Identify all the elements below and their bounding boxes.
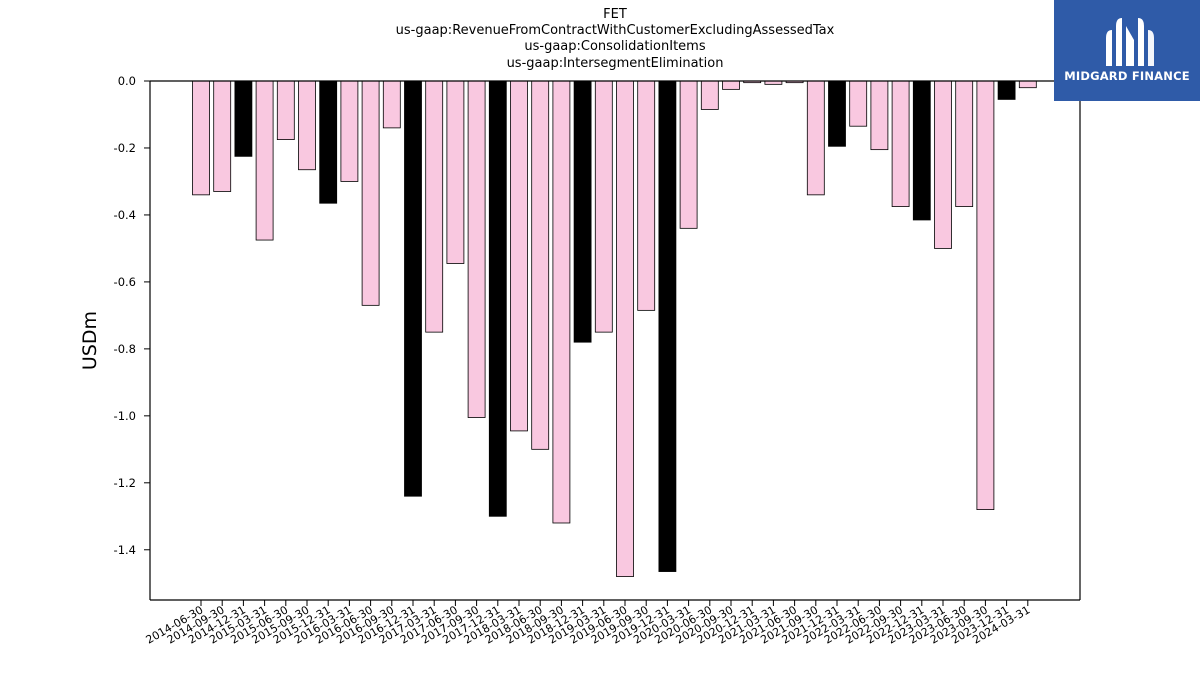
bar	[382, 80, 401, 129]
bar	[234, 80, 253, 157]
y-axis-label: USDm	[79, 311, 101, 370]
midgard-m-icon	[1106, 18, 1154, 66]
bar	[955, 80, 974, 207]
bar	[276, 80, 295, 140]
bar	[679, 80, 698, 229]
logo-text: MIDGARD FINANCE	[1064, 69, 1190, 83]
y-tick-label: -0.2	[114, 141, 136, 155]
bar	[255, 80, 274, 241]
bar	[467, 80, 486, 418]
y-tick-label: 0.0	[118, 74, 136, 88]
y-tick-label: -0.6	[114, 275, 136, 289]
bar	[404, 80, 422, 497]
bar	[213, 80, 232, 192]
bar	[912, 80, 931, 221]
bar	[976, 80, 995, 510]
bar	[828, 80, 846, 147]
bar	[891, 80, 910, 207]
y-tick-label: -1.4	[114, 543, 136, 557]
bar	[510, 80, 528, 432]
bar	[700, 80, 719, 110]
bar	[616, 80, 634, 577]
y-tick-label: -0.8	[114, 342, 136, 356]
bar	[319, 80, 338, 204]
bar	[722, 80, 740, 90]
bar	[806, 80, 825, 196]
bar	[446, 80, 465, 264]
chart-title-line: FET	[603, 7, 627, 22]
y-tick-label: -1.0	[114, 409, 136, 423]
chart-title-line: us-gaap:RevenueFromContractWithCustomerE…	[395, 23, 835, 38]
chart-title-line: us-gaap:ConsolidationItems	[524, 39, 706, 54]
bar	[934, 80, 952, 249]
bar	[594, 80, 613, 333]
bar	[298, 80, 316, 171]
y-tick-label: -1.2	[114, 476, 136, 490]
bar	[870, 80, 889, 151]
bar	[552, 80, 571, 524]
midgard-logo: MIDGARD FINANCE	[1054, 0, 1200, 101]
chart-title-line: us-gaap:IntersegmentElimination	[506, 56, 724, 71]
y-tick-label: -0.4	[114, 208, 136, 222]
bar	[1018, 80, 1037, 89]
bar	[361, 80, 380, 306]
bar	[192, 80, 210, 196]
bar	[658, 80, 677, 572]
bar	[997, 80, 1016, 100]
bar	[531, 80, 550, 450]
bar	[849, 80, 868, 127]
bar	[637, 80, 656, 311]
bar	[573, 80, 592, 343]
bar	[340, 80, 359, 182]
bar	[425, 80, 444, 333]
bar	[488, 80, 507, 517]
